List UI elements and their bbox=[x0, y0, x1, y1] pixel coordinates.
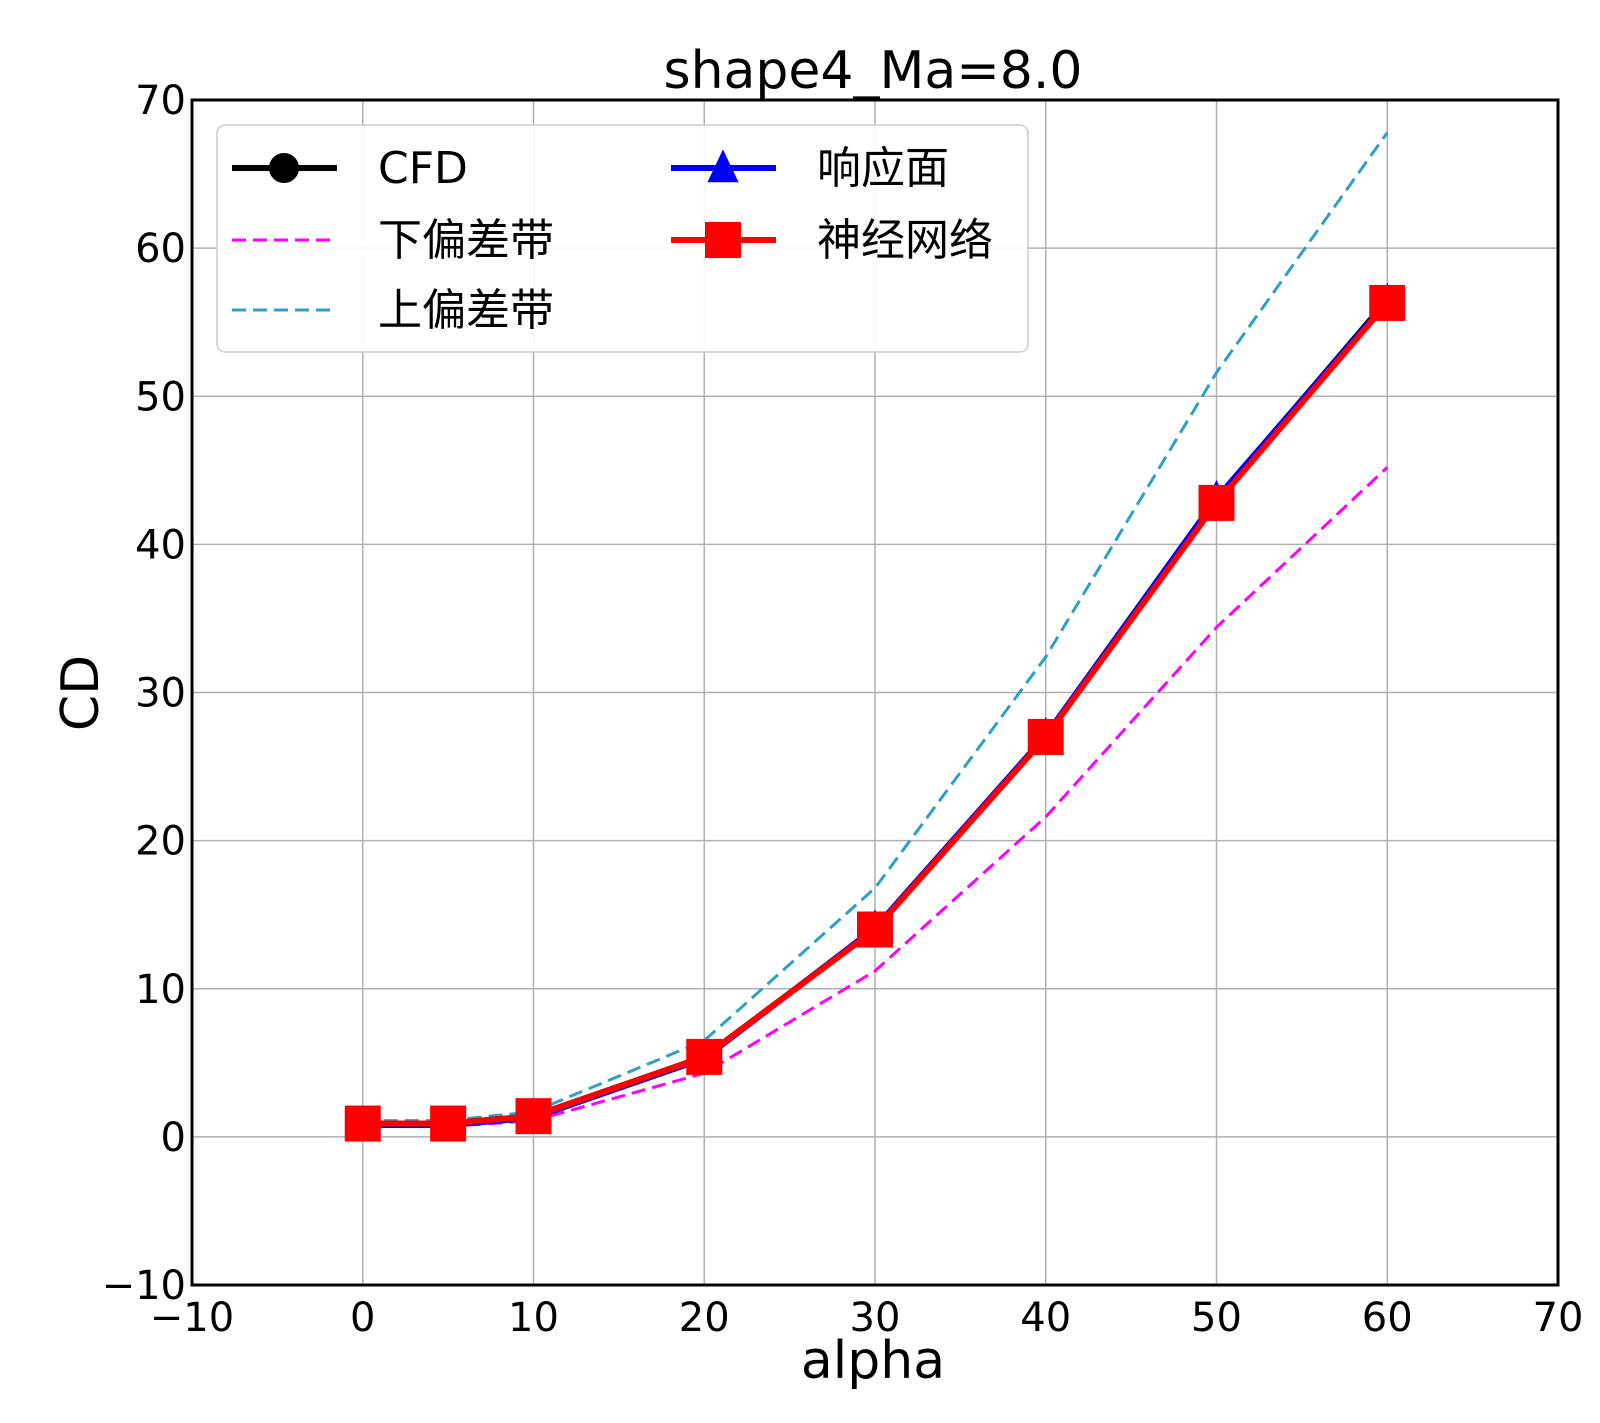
x-tick-label: 20 bbox=[679, 1295, 730, 1341]
y-tick-label: 0 bbox=[161, 1115, 186, 1161]
y-tick-label: −10 bbox=[102, 1263, 186, 1309]
y-tick-label: 70 bbox=[135, 78, 186, 124]
y-tick-label: 50 bbox=[135, 374, 186, 420]
legend-swatch-marker bbox=[705, 222, 741, 258]
legend-swatch-marker bbox=[269, 153, 299, 183]
x-tick-label: 10 bbox=[508, 1295, 559, 1341]
data-point bbox=[1198, 484, 1235, 521]
legend-item: 下偏差带 bbox=[232, 215, 554, 266]
plot-frame bbox=[190, 98, 1560, 1287]
x-tick-label: −10 bbox=[150, 1295, 234, 1341]
x-tick-label: 30 bbox=[850, 1295, 901, 1341]
data-point bbox=[686, 1038, 723, 1075]
data-point bbox=[515, 1098, 552, 1135]
y-tick-label: 40 bbox=[135, 522, 186, 568]
data-point bbox=[857, 911, 893, 948]
y-tick-label: 60 bbox=[135, 226, 186, 272]
legend-label: 响应面 bbox=[817, 143, 949, 194]
plot-series bbox=[344, 131, 1406, 1142]
legend-item: 上偏差带 bbox=[232, 285, 554, 336]
chart-title: shape4_Ma=8.0 bbox=[664, 41, 1083, 101]
data-point bbox=[430, 1105, 467, 1142]
legend-label: 神经网络 bbox=[817, 215, 993, 266]
series-line bbox=[362, 131, 1389, 1123]
data-point bbox=[1027, 718, 1064, 755]
y-tick-label: 20 bbox=[135, 819, 186, 865]
y-tick-label: 10 bbox=[135, 967, 186, 1013]
legend-box bbox=[216, 124, 1029, 353]
x-tick-label: 40 bbox=[1020, 1295, 1071, 1341]
y-tick-label: 30 bbox=[135, 671, 186, 717]
legend-label: CFD bbox=[378, 143, 468, 194]
x-tick-label: 70 bbox=[1533, 1295, 1584, 1341]
legend-swatch-marker bbox=[707, 149, 739, 183]
legend-item: 响应面 bbox=[671, 143, 949, 194]
data-point bbox=[1369, 284, 1406, 321]
x-tick-label: 50 bbox=[1191, 1295, 1242, 1341]
axis-ticks: −10 0 10 20 30 40 50 60 70 −10 0 10 20 30 40 50 60 70 bbox=[102, 78, 1584, 1341]
series-series-2 bbox=[362, 131, 1389, 1123]
x-tick-label: 60 bbox=[1362, 1295, 1413, 1341]
data-point bbox=[344, 1105, 381, 1142]
x-axis-label: alpha bbox=[801, 1331, 945, 1391]
legend-label: 下偏差带 bbox=[378, 215, 554, 266]
x-tick-label: 0 bbox=[350, 1295, 375, 1341]
y-axis-label: CD bbox=[51, 655, 111, 731]
series-line bbox=[362, 466, 1389, 1129]
legend-item: CFD bbox=[232, 143, 468, 194]
series-series-1 bbox=[362, 466, 1389, 1129]
series-series-4 bbox=[344, 284, 1406, 1142]
legend-label: 上偏差带 bbox=[378, 285, 554, 336]
legend-item: 神经网络 bbox=[671, 215, 993, 266]
